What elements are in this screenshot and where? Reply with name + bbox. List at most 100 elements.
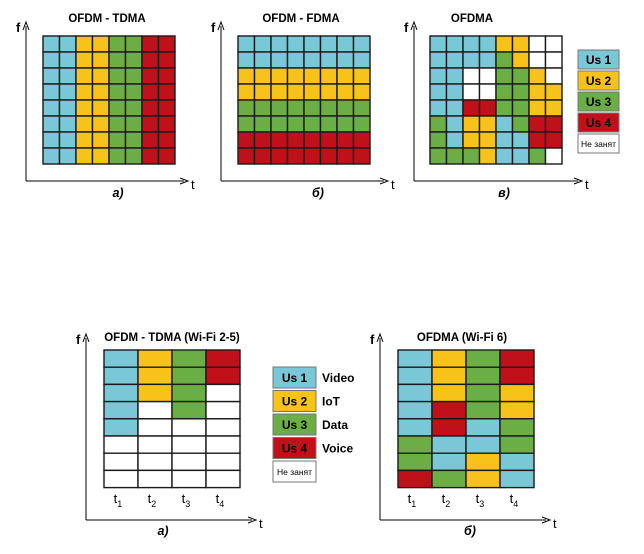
grid-cell-us4: [286, 131, 305, 149]
grid-cell-free: [205, 383, 241, 403]
grid-cell-us1: [42, 147, 61, 165]
time-slot-label: t1: [408, 491, 417, 509]
grid-cell-us2: [91, 147, 110, 165]
legend-swatch-us1: [272, 366, 317, 389]
grid-cell-free: [528, 35, 547, 53]
grid-cell-us1: [336, 35, 355, 53]
grid-cell-us4: [205, 349, 241, 368]
grid-cell-us3: [352, 115, 371, 133]
grid-cell-us1: [319, 35, 338, 53]
grid-cell-free: [137, 435, 173, 454]
grid-cell-us4: [141, 51, 160, 69]
grid-cell-us2: [91, 67, 110, 85]
legend-label: Us 1: [282, 371, 308, 385]
grid-cell-us1: [445, 99, 464, 117]
grid-cell-free: [137, 469, 173, 489]
panel-caption: а): [157, 524, 168, 538]
grid-cell-us4: [478, 99, 497, 117]
grid-cell-us1: [58, 147, 77, 165]
grid-cell-us3: [237, 115, 256, 133]
grid-cell-us1: [58, 131, 77, 149]
grid-cell-us1: [445, 51, 464, 69]
grid-cell-us2: [237, 83, 256, 101]
grid-cell-free: [137, 400, 173, 420]
grid-cell-us4: [141, 99, 160, 117]
grid-cell-us3: [397, 452, 433, 472]
grid-cell-us4: [157, 115, 176, 133]
grid-cell-us1: [462, 51, 481, 69]
grid-cell-us2: [286, 67, 305, 85]
grid-cell-us4: [336, 131, 355, 149]
legend-swatch-us4: [272, 437, 317, 459]
grid-cell-us4: [499, 349, 535, 368]
grid-cell-us3: [429, 147, 448, 165]
grid-cell-us4: [157, 99, 176, 117]
grid-cell-us1: [303, 35, 322, 53]
grid-cell-us3: [499, 435, 535, 454]
grid-cell-us3: [124, 35, 143, 53]
t-axis-arrow: [379, 177, 390, 185]
grid-cell-us1: [237, 35, 256, 53]
grid-cell-us1: [397, 400, 433, 420]
grid-cell-free: [171, 435, 207, 454]
grid-cell-us1: [319, 51, 338, 69]
f-axis-arrow: [217, 20, 225, 31]
t-axis-arrow: [247, 516, 258, 524]
grid-cell-us1: [445, 35, 464, 53]
grid-cell-us1: [286, 51, 305, 69]
time-slot-label: t3: [182, 491, 191, 509]
grid-cell-us1: [429, 51, 448, 69]
grid-cell-us2: [431, 349, 467, 368]
grid-cell-us1: [445, 83, 464, 101]
grid-cell-us3: [124, 115, 143, 133]
f-axis-label: f: [76, 332, 81, 347]
grid-cell-us4: [157, 147, 176, 165]
grid-cell-free: [462, 67, 481, 85]
grid-cell-us1: [58, 67, 77, 85]
grid-cell-us2: [91, 35, 110, 53]
legend-label: Us 2: [586, 74, 612, 88]
f-axis-label: f: [370, 332, 375, 347]
t-axis-label: t: [585, 177, 589, 192]
grid-cell-free: [478, 83, 497, 101]
grid-cell-free: [103, 469, 139, 489]
legend-label: Us 4: [282, 442, 308, 456]
grid-cell-us4: [157, 67, 176, 85]
bottom-panel-2: f t OFDMA (Wi-Fi 6) t1 t2 t3 t4 б): [370, 332, 557, 538]
grid-cell-us3: [495, 99, 514, 117]
grid-cell-us4: [336, 147, 355, 165]
legend-swatch-free: [272, 460, 317, 483]
grid-cell-us4: [141, 131, 160, 149]
grid-cell-us1: [103, 349, 139, 368]
top-panel-3: f t OFDMA в): [404, 13, 589, 200]
grid-cell-us4: [253, 131, 272, 149]
grid-cell-us3: [462, 147, 481, 165]
grid-cell-us2: [478, 131, 497, 149]
grid-cell-us2: [253, 67, 272, 85]
grid-cell-us2: [91, 99, 110, 117]
grid-cell-us4: [157, 51, 176, 69]
grid-cell-us2: [270, 83, 289, 101]
time-slot-label: t4: [510, 491, 519, 509]
time-slot-label: t2: [148, 491, 157, 509]
grid-cell-free: [103, 435, 139, 454]
grid-cell-us1: [397, 349, 433, 368]
grid-cell-us3: [397, 435, 433, 454]
grid-cell-us1: [58, 115, 77, 133]
grid-cell-us4: [431, 400, 467, 420]
grid-cell-us1: [270, 35, 289, 53]
grid-cell-us2: [352, 83, 371, 101]
grid-cell-us2: [91, 115, 110, 133]
grid-cell-us4: [157, 35, 176, 53]
grid-cell-us1: [352, 35, 371, 53]
grid-cell-us3: [319, 115, 338, 133]
panel-caption: а): [112, 186, 123, 200]
grid-cell-us3: [336, 115, 355, 133]
grid-cell-us1: [253, 35, 272, 53]
time-slot-label: t1: [114, 491, 123, 509]
grid-cell-us1: [103, 418, 139, 437]
grid-cell-us1: [429, 99, 448, 117]
grid-cell-us2: [91, 131, 110, 149]
grid-cell-free: [171, 418, 207, 437]
grid-cell-us1: [465, 418, 501, 437]
